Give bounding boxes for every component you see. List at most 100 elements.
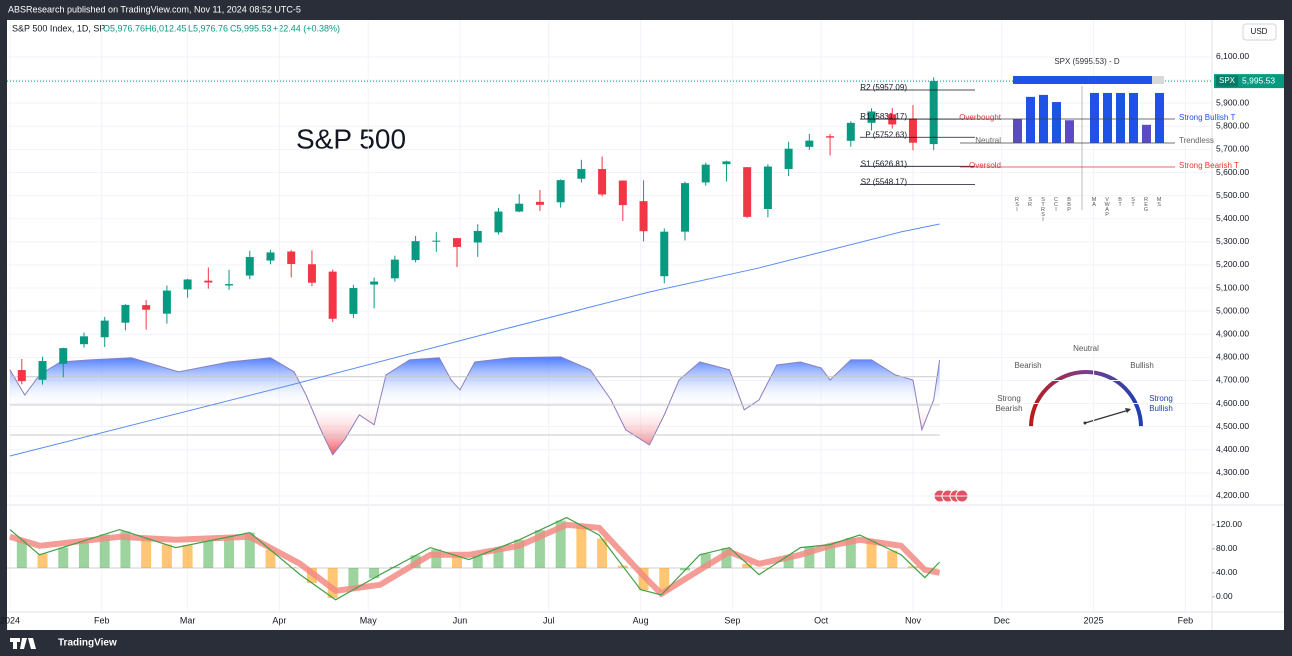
candle-body (743, 167, 752, 217)
histogram-bar (514, 539, 525, 568)
dashboard-bar (1155, 92, 1164, 143)
histogram-bar (804, 546, 815, 568)
y-tick-label: 4,800.00 (1216, 352, 1249, 362)
histogram-bar (161, 544, 172, 568)
histogram-bar (825, 544, 836, 568)
gauge-label: Strong Bearish (995, 394, 1022, 413)
candle-body (59, 348, 68, 364)
y-tick-label: 4,900.00 (1216, 328, 1249, 338)
legend-open: O5,976.76 (103, 23, 145, 33)
y-tick-label: 5,900.00 (1216, 97, 1249, 107)
dashboard-category: BT (1117, 197, 1123, 207)
x-tick-label: Oct (814, 615, 829, 625)
gauge-needle (1084, 409, 1130, 424)
histogram-bar (244, 532, 255, 568)
y-tick-label: 5,100.00 (1216, 282, 1249, 292)
dashboard-category: MS (1156, 197, 1162, 207)
y-tick-label: 5,600.00 (1216, 167, 1249, 177)
histogram-bar (99, 534, 110, 568)
candle-body (225, 284, 234, 286)
last-price-label: 5,995.53 (1242, 75, 1275, 85)
candle-body (370, 281, 379, 285)
x-tick-label: Nov (905, 615, 922, 625)
y-tick-label: 5,500.00 (1216, 190, 1249, 200)
histogram-bar (182, 545, 193, 568)
y-tick-label: 5,400.00 (1216, 213, 1249, 223)
gauge-pivot (1083, 421, 1087, 425)
candle-body (411, 241, 420, 261)
x-tick-label: Dec (994, 615, 1011, 625)
currency[interactable]: USD (1251, 27, 1268, 36)
histogram-bar (555, 520, 566, 568)
x-tick-label: 2025 (1084, 615, 1104, 625)
x-tick-label: Apr (272, 615, 286, 625)
brand[interactable]: TradingView (58, 638, 117, 649)
dashboard-category: RSI (1014, 197, 1020, 212)
legend-low: L5,976.76 (188, 23, 228, 33)
histogram-bar (348, 568, 359, 590)
candle-body (784, 148, 793, 170)
candle-body (867, 111, 876, 123)
candle-body (287, 251, 296, 264)
y-tick-label: 5,000.00 (1216, 305, 1249, 315)
histogram-bar (679, 568, 690, 571)
dashboard-category: STRSI (1040, 197, 1046, 222)
histogram-bar (58, 547, 69, 568)
y-tick-label: 4,500.00 (1216, 421, 1249, 431)
gauge-label: Bearish (1014, 361, 1041, 370)
candle-body (38, 361, 47, 380)
oscillator-line (9, 356, 941, 456)
dashboard-bar (1026, 96, 1035, 143)
x-tick-label: Jun (453, 615, 468, 625)
x-tick-label: Feb (1178, 615, 1194, 625)
gauge-label-line: Bearish (995, 404, 1022, 413)
candle-body (142, 305, 151, 310)
histogram-bar (78, 541, 89, 568)
dashboard-trend: Strong Bullish T (1179, 113, 1235, 122)
candle-body (598, 169, 607, 195)
brand-logo[interactable] (10, 638, 36, 649)
dashboard-trend: Trendless (1179, 136, 1214, 145)
y-tick-label: 5,700.00 (1216, 144, 1249, 154)
candle-body (805, 140, 814, 147)
histogram-bar (700, 553, 711, 568)
histogram-bar (369, 568, 380, 579)
gauge-label: Strong Bullish (1149, 394, 1173, 413)
dashboard-category: ST (1130, 197, 1136, 207)
legend-change: +22.44 (+0.38%) (273, 23, 340, 33)
dashboard-category: CCI (1053, 197, 1059, 212)
candle-body (100, 320, 109, 338)
gauge-needle-head (1125, 408, 1131, 413)
histogram-bar (783, 555, 794, 568)
candle-body (660, 231, 669, 277)
histogram-bar (721, 548, 732, 568)
candle-body (494, 211, 503, 233)
y-tick-label: 4,600.00 (1216, 398, 1249, 408)
candle-body (556, 180, 565, 203)
candle-body (390, 259, 399, 279)
pivot-label: S1 (5626.81) (861, 159, 908, 168)
dashboard-zone: Neutral (975, 136, 1001, 145)
candle-body (266, 252, 275, 261)
dashboard-bar (1065, 120, 1074, 143)
histogram-bar (472, 556, 483, 568)
x-tick-label: 2024 (0, 615, 20, 625)
candle-body (908, 118, 917, 143)
dashboard-title: SPX (5995.53) - D (1054, 57, 1120, 66)
histogram-bar (659, 568, 670, 592)
dashboard-bar (1103, 92, 1112, 143)
histogram-bar (742, 563, 753, 568)
legend-symbol: S&P 500 Index, 1D, SP (12, 23, 105, 33)
currency-box[interactable] (1242, 23, 1277, 41)
histogram-bar (907, 566, 918, 568)
dashboard-bar (1129, 92, 1138, 143)
candle-body (826, 136, 835, 138)
histogram-bar (327, 568, 338, 598)
candle-body (701, 164, 710, 183)
histogram-bar (845, 538, 856, 568)
x-tick-label: Aug (633, 615, 649, 625)
dashboard-zone: Overbought (959, 113, 1002, 122)
header: ABSResearch published on TradingView.com… (8, 4, 301, 14)
histogram-bar (534, 530, 545, 568)
candle-body (846, 122, 855, 141)
